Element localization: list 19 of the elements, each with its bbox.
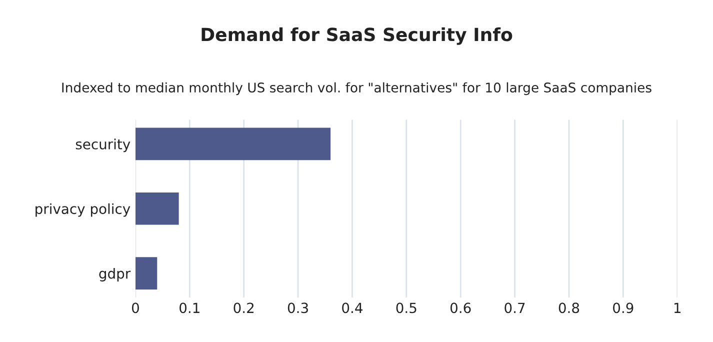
chart-subtitle: Indexed to median monthly US search vol. for "alternatives" for 10 large SaaS companies bbox=[62, 82, 652, 96]
y-tick-label: gdpr bbox=[99, 268, 131, 282]
x-tick-label: 0.9 bbox=[613, 302, 634, 314]
x-tick-label: 0.3 bbox=[288, 302, 308, 314]
x-tick-label: 1 bbox=[674, 302, 680, 313]
x-tick-label: 0.1 bbox=[180, 302, 200, 314]
x-tick-label: 0.6 bbox=[450, 302, 471, 314]
x-tick-label: 0.7 bbox=[504, 302, 525, 314]
bar bbox=[135, 257, 158, 290]
x-tick-label: 0.2 bbox=[234, 302, 254, 314]
y-tick-label: privacy policy bbox=[36, 203, 130, 217]
y-tick-label: security bbox=[76, 138, 130, 152]
chart-title: Demand for SaaS Security Info bbox=[202, 27, 512, 45]
x-tick-label: 0.4 bbox=[342, 302, 362, 314]
bar bbox=[135, 128, 331, 160]
x-tick-label: 0.8 bbox=[558, 302, 580, 314]
bar bbox=[135, 192, 179, 225]
x-tick-label: 0.5 bbox=[396, 302, 416, 314]
x-tick-label: 0 bbox=[132, 302, 139, 314]
